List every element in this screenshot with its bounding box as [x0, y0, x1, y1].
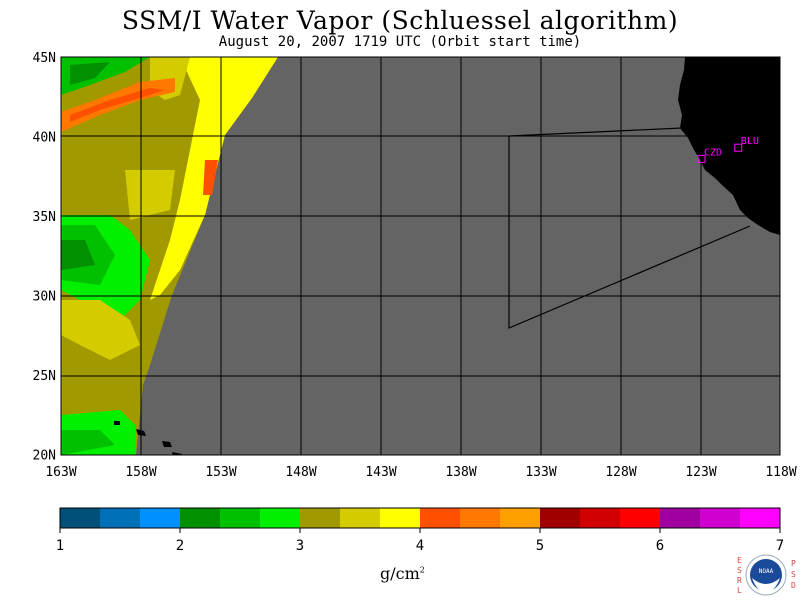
colorbar-units: g/cm2: [380, 564, 425, 583]
lon-tick-label: 138W: [445, 465, 476, 480]
lat-axis-labels: 45N 40N 35N 30N 25N 20N: [33, 51, 56, 464]
map-title: SSM/I Water Vapor (Schluessel algorithm): [121, 6, 679, 35]
lon-tick-label: 123W: [685, 465, 716, 480]
lon-tick-label: 133W: [525, 465, 556, 480]
colorbar-swatch: [540, 508, 580, 528]
svg-text:L: L: [737, 586, 742, 595]
svg-text:S: S: [791, 570, 796, 579]
stations-layer: CZD BLU: [697, 136, 759, 163]
lat-tick-label: 40N: [33, 131, 56, 146]
colorbar-swatch: [220, 508, 260, 528]
svg-text:P: P: [791, 559, 796, 568]
lat-tick-label: 20N: [33, 449, 56, 464]
colorbar-swatch: [60, 508, 100, 528]
lon-tick-label: 143W: [365, 465, 396, 480]
colorbar-swatch: [660, 508, 700, 528]
colorbar-swatch: [180, 508, 220, 528]
region-outline: [508, 136, 751, 329]
colorbar-swatch: [260, 508, 300, 528]
station-label: CZD: [704, 147, 722, 158]
colorbar-swatch: [500, 508, 540, 528]
lon-tick-label: 158W: [125, 465, 156, 480]
colorbar-swatch: [620, 508, 660, 528]
colorbar-swatch: [740, 508, 780, 528]
lat-tick-label: 25N: [33, 369, 56, 384]
svg-text:S: S: [737, 566, 742, 575]
colorbar-swatch: [140, 508, 180, 528]
station-marker: [734, 143, 743, 152]
map-plot-area: CZD BLU: [61, 57, 780, 455]
svg-text:D: D: [791, 581, 796, 590]
svg-text:R: R: [737, 576, 742, 585]
colorbar-tick-label: 7: [776, 538, 784, 554]
colorbar-swatch: [700, 508, 740, 528]
lat-tick-label: 45N: [33, 51, 56, 66]
svg-text:E: E: [737, 556, 742, 565]
colorbar-tick-label: 3: [296, 538, 304, 554]
svg-text:NOAA: NOAA: [759, 568, 774, 575]
colorbar-swatch: [380, 508, 420, 528]
lon-tick-label: 118W: [765, 465, 796, 480]
colorbar-swatch: [340, 508, 380, 528]
lon-tick-label: 128W: [605, 465, 636, 480]
colorbar-tick-label: 1: [56, 538, 64, 554]
colorbar-tick-label: 2: [176, 538, 184, 554]
map-frame: [60, 56, 781, 456]
colorbar-tick-label: 4: [416, 538, 424, 554]
lat-tick-label: 35N: [33, 210, 56, 225]
map-subtitle: August 20, 2007 1719 UTC (Orbit start ti…: [218, 34, 582, 50]
lon-tick-label: 153W: [205, 465, 236, 480]
station-marker: [697, 154, 706, 163]
station-label: BLU: [741, 136, 759, 147]
colorbar-swatch: [300, 508, 340, 528]
colorbar-swatch: [420, 508, 460, 528]
units-base: g/cm: [380, 564, 420, 583]
lon-axis-labels: 163W 158W 153W 148W 143W 138W 133W 128W 123W 118W: [45, 465, 796, 480]
colorbar-swatch: [580, 508, 620, 528]
lon-tick-label: 148W: [285, 465, 316, 480]
map-graticule: [61, 57, 780, 455]
colorbar-ticks: 1 2 3 4 5 6 7: [56, 528, 784, 554]
lon-tick-label: 163W: [45, 465, 76, 480]
colorbar: [59, 507, 781, 529]
colorbar-tick-label: 5: [536, 538, 544, 554]
colorbar-tick-label: 6: [656, 538, 664, 554]
units-exponent: 2: [419, 565, 425, 575]
data-swath: [61, 57, 278, 455]
colorbar-swatch: [100, 508, 140, 528]
colorbar-swatch: [460, 508, 500, 528]
land-north-america: [678, 57, 780, 235]
lat-tick-label: 30N: [33, 290, 56, 305]
